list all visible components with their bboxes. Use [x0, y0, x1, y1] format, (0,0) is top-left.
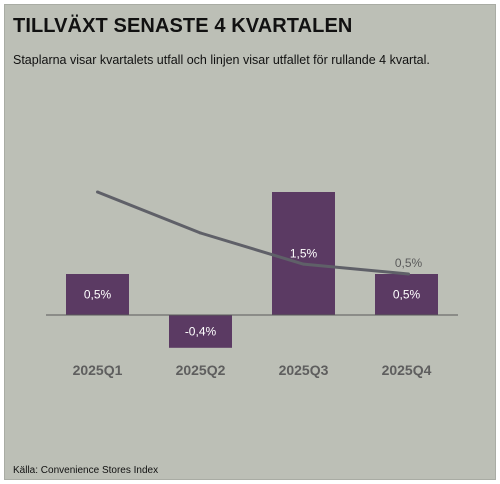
bar-data-label-2025q3: 1,5% — [290, 247, 318, 261]
chart-subtitle: Staplarna visar kvartalets utfall och li… — [13, 53, 430, 67]
bar-data-label-2025q2: -0,4% — [185, 324, 217, 338]
bar-2025q2 — [169, 315, 232, 348]
x-tick-label-2025q1: 2025Q1 — [73, 362, 123, 378]
bar-2025q1 — [66, 274, 129, 315]
line-point-2025q4 — [407, 272, 410, 276]
page-title: TILLVÄXT SENASTE 4 KVARTALEN — [13, 15, 353, 37]
line-point-2025q1 — [96, 190, 99, 194]
bar-data-label-2025q4: 0,5% — [393, 288, 421, 302]
line-point-2025q2 — [199, 231, 202, 235]
x-tick-label-2025q3: 2025Q3 — [279, 362, 329, 378]
line-point-2025q3 — [302, 262, 305, 266]
source-note: Källa: Convenience Stores Index — [13, 465, 159, 476]
x-tick-label-2025q4: 2025Q4 — [382, 362, 432, 378]
chart-panel: TILLVÄXT SENASTE 4 KVARTALEN Staplarna v… — [4, 4, 496, 480]
x-tick-label-2025q2: 2025Q2 — [176, 362, 226, 378]
bar-data-label-2025q1: 0,5% — [84, 288, 112, 302]
bar-2025q4 — [375, 274, 438, 315]
bar-2025q3 — [272, 192, 335, 315]
line-data-label-2025q4: 0,5% — [395, 256, 423, 270]
rolling-4q-line — [96, 190, 409, 276]
